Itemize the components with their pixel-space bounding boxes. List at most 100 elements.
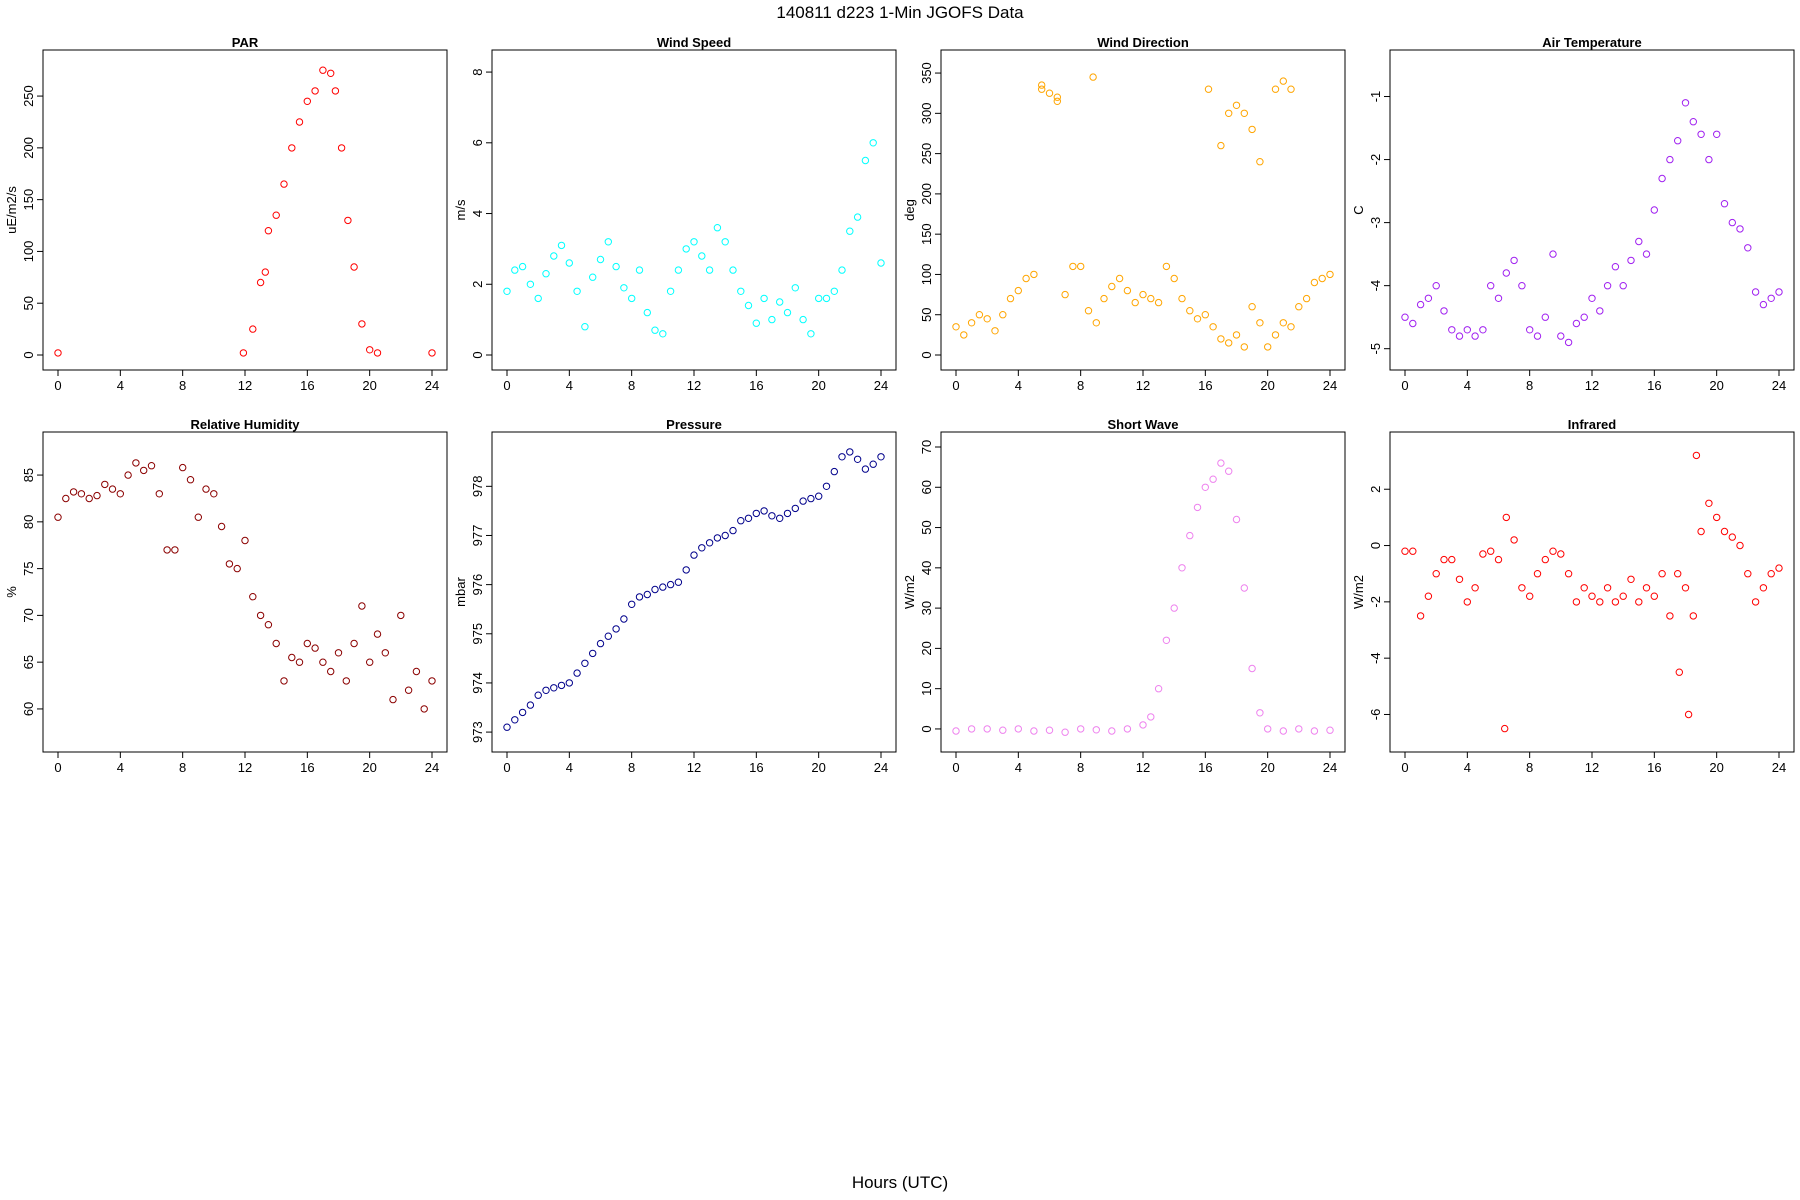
- y-tick-label: 100: [21, 241, 36, 263]
- data-point: [194, 513, 203, 521]
- data-point: [256, 278, 265, 287]
- data-point: [295, 118, 304, 126]
- data-point: [815, 492, 823, 500]
- data-point: [542, 270, 550, 278]
- data-point: [744, 301, 753, 310]
- x-tick-label: 24: [1772, 760, 1786, 775]
- data-point: [511, 716, 519, 724]
- x-tick-label: 8: [628, 378, 635, 393]
- data-point: [1627, 575, 1635, 583]
- y-tick-label: 150: [919, 223, 934, 245]
- data-point: [807, 330, 815, 338]
- data-point: [1720, 200, 1729, 208]
- data-point: [1751, 598, 1760, 606]
- data-point: [967, 725, 976, 733]
- data-point: [1318, 274, 1326, 283]
- y-axis-label: uE/m2/s: [4, 186, 19, 234]
- data-point: [1705, 155, 1713, 164]
- y-tick-label: 0: [1368, 542, 1383, 549]
- data-point: [690, 551, 698, 559]
- data-point: [1089, 73, 1097, 81]
- data-point: [1178, 294, 1186, 303]
- data-point: [518, 708, 527, 717]
- data-point: [241, 536, 249, 545]
- data-point: [1170, 274, 1178, 283]
- x-tick-label: 20: [1709, 378, 1723, 393]
- data-point: [334, 649, 343, 657]
- data-point: [1487, 547, 1495, 555]
- y-tick-label: -2: [1368, 596, 1383, 608]
- data-point: [1006, 294, 1015, 303]
- y-tick-label: 100: [919, 264, 934, 286]
- data-point: [1448, 555, 1456, 564]
- data-point: [1232, 101, 1241, 110]
- panel-air-temperature: Air Temperature 0 4 8 12 16 20 24 -5 -4 -3 -2 -1 C: [1351, 35, 1795, 393]
- data-point: [1193, 315, 1202, 323]
- y-tick-label: 300: [919, 102, 934, 124]
- data-point: [1510, 256, 1518, 265]
- y-axis-label: mbar: [453, 577, 468, 607]
- data-point: [1635, 237, 1643, 246]
- data-points: [1401, 451, 1783, 733]
- y-tick-label: 50: [21, 296, 36, 310]
- x-tick-label: 8: [179, 378, 186, 393]
- y-tick-label: 70: [21, 608, 36, 622]
- y-tick-label: 50: [919, 520, 934, 534]
- data-point: [327, 69, 335, 78]
- data-point: [1603, 584, 1612, 592]
- data-point: [225, 560, 234, 568]
- data-point: [999, 726, 1007, 734]
- data-point: [620, 284, 628, 292]
- y-tick-label: 250: [919, 143, 934, 165]
- data-point: [1201, 483, 1210, 491]
- data-point: [604, 632, 612, 640]
- y-tick-label: 250: [21, 85, 36, 107]
- data-point: [783, 509, 792, 518]
- data-point: [1572, 598, 1581, 606]
- data-point: [1256, 709, 1264, 717]
- x-tick-label: 12: [687, 378, 701, 393]
- data-point: [93, 491, 101, 500]
- data-point: [1611, 263, 1620, 271]
- x-tick-label: 20: [1260, 378, 1274, 393]
- data-point: [1225, 109, 1233, 118]
- data-point: [1681, 99, 1690, 107]
- y-axis-label: W/m2: [902, 575, 917, 609]
- plot-frame: [491, 49, 897, 371]
- data-point: [331, 87, 340, 95]
- data-point: [830, 287, 838, 295]
- data-point: [124, 471, 132, 479]
- data-point: [1533, 332, 1542, 340]
- data-point: [1209, 475, 1217, 483]
- data-point: [1077, 725, 1085, 733]
- data-point: [1022, 274, 1030, 283]
- x-tick-label: 12: [1585, 378, 1599, 393]
- data-point: [1077, 262, 1085, 271]
- data-point: [1650, 592, 1659, 600]
- data-point: [846, 227, 854, 235]
- data-point: [737, 517, 745, 525]
- x-tick-label: 4: [1464, 378, 1471, 393]
- data-point: [952, 323, 960, 331]
- data-point: [1139, 290, 1147, 299]
- data-point: [1580, 313, 1588, 321]
- data-point: [1455, 332, 1464, 340]
- data-point: [861, 465, 870, 473]
- x-tick-label: 24: [874, 760, 888, 775]
- x-tick-label: 20: [1260, 760, 1274, 775]
- data-point: [1424, 294, 1433, 302]
- panel-par: PAR 0 4 8 12 16 20 24 0 50 100 150 200 250 uE/m2/s: [4, 35, 448, 393]
- y-axis: 0 50 100 150 200 250: [21, 85, 44, 359]
- data-point: [319, 658, 327, 666]
- data-point: [991, 327, 999, 335]
- data-point: [1455, 575, 1464, 583]
- data-point: [651, 326, 659, 334]
- data-point: [140, 466, 148, 475]
- x-tick-label: 0: [503, 378, 510, 393]
- x-tick-label: 16: [300, 378, 314, 393]
- x-tick-label: 20: [1709, 760, 1723, 775]
- data-point: [1759, 300, 1768, 309]
- y-axis-label: m/s: [453, 199, 468, 220]
- data-point: [1666, 155, 1674, 164]
